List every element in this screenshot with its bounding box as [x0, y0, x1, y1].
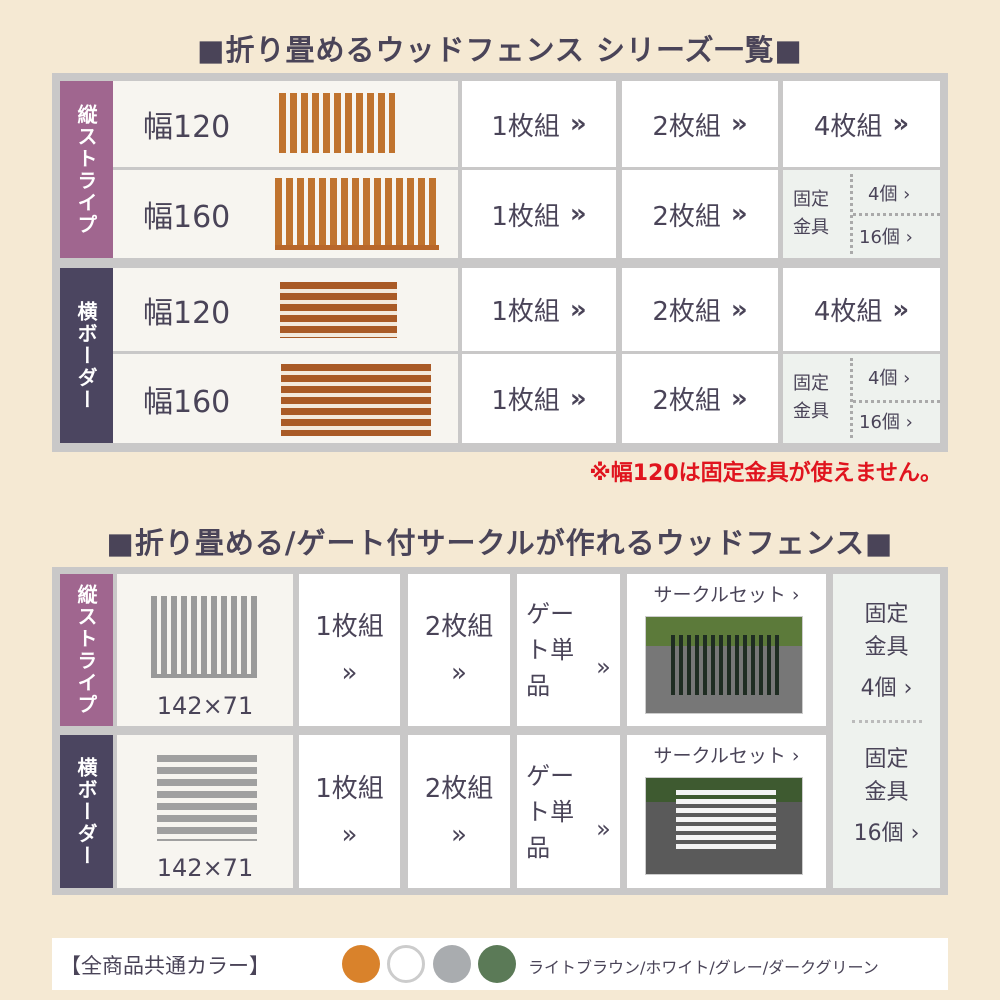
circle-set-photo [645, 616, 803, 714]
link-fixed-4[interactable]: 4個 › [868, 368, 911, 389]
link-2set[interactable]: 2枚組» [622, 268, 778, 351]
chevron-right-icon: » [730, 109, 748, 139]
link-2set[interactable]: 2枚組» [622, 170, 778, 258]
link-fixed-4[interactable]: 4個 › [860, 676, 913, 701]
chevron-right-icon: » [569, 294, 587, 325]
chevron-right-icon: » [569, 383, 587, 414]
link-gate[interactable]: ゲート単品» [517, 735, 620, 888]
fence-image [157, 755, 257, 841]
color-label: 【全商品共通カラー】 [60, 954, 270, 978]
group-label-border: 横ボーダー [60, 268, 113, 443]
link-circle-set[interactable]: サークルセット › [627, 735, 826, 888]
link-2set[interactable]: 2枚組» [622, 81, 778, 167]
fence-image [279, 93, 395, 153]
dimensions: 142×71 [156, 854, 254, 882]
swatch-white [387, 945, 425, 983]
chevron-right-icon: » [730, 199, 748, 229]
chevron-right-icon: » [892, 294, 910, 325]
circle-table: 縦ストライプ 横ボーダー 142×71 142×71 1枚組» 2枚組» ゲート… [52, 567, 948, 895]
link-2set[interactable]: 2枚組» [408, 574, 510, 726]
fixed-bracket-cell: 固定金具 4個 › 16個 › [783, 170, 940, 258]
chevron-right-icon: » [569, 199, 587, 229]
link-4set[interactable]: 4枚組» [783, 268, 940, 351]
row-label-border: 横ボーダー [60, 735, 113, 888]
product-image-stripe: 142×71 [117, 574, 293, 726]
link-fixed-16[interactable]: 16個 › [853, 821, 920, 846]
row-label-stripe: 縦ストライプ [60, 574, 113, 726]
section2-title: ■折り畳める/ゲート付サークルが作れるウッドフェンス■ [106, 526, 894, 560]
color-names: ライトブラウン/ホワイト/グレー/ダークグリーン [528, 958, 879, 977]
link-1set[interactable]: 1枚組» [462, 81, 616, 167]
group-label-stripe: 縦ストライプ [60, 81, 113, 258]
link-1set[interactable]: 1枚組» [299, 574, 400, 726]
size-label: 幅160 [143, 384, 231, 420]
divider [113, 351, 940, 354]
link-1set[interactable]: 1枚組» [299, 735, 400, 888]
link-1set[interactable]: 1枚組» [462, 170, 616, 258]
chevron-right-icon: » [892, 109, 910, 139]
chevron-right-icon: » [730, 383, 748, 414]
product-row-border-160: 幅160 [113, 354, 458, 443]
link-fixed-16[interactable]: 16個 › [859, 227, 913, 248]
chevron-right-icon: » [451, 819, 467, 850]
chevron-right-icon: » [730, 294, 748, 325]
link-1set[interactable]: 1枚組» [462, 268, 616, 351]
link-fixed-4[interactable]: 4個 › [868, 184, 911, 205]
size-label: 幅160 [143, 200, 231, 235]
chevron-right-icon: » [569, 109, 587, 139]
fence-image [151, 596, 257, 678]
fence-image [281, 364, 431, 436]
fence-image [275, 178, 439, 250]
product-row-stripe-160: 幅160 [113, 170, 458, 258]
size-label: 幅120 [143, 110, 231, 145]
swatch-gray [433, 945, 471, 983]
dimensions: 142×71 [156, 692, 254, 720]
section1-title: ■折り畳めるウッドフェンス シリーズ一覧■ [197, 33, 803, 67]
chevron-right-icon: » [341, 658, 358, 688]
series-table: 縦ストライプ 横ボーダー 幅120 1枚組» 2枚組» 4枚組» 幅160 1枚… [52, 73, 948, 452]
chevron-right-icon: » [596, 814, 611, 843]
link-gate[interactable]: ゲート単品» [517, 574, 620, 726]
fixed-bracket-cell: 固定金具 4個 › 固定金具 16個 › [833, 574, 940, 888]
link-2set[interactable]: 2枚組» [622, 354, 778, 443]
divider [113, 167, 940, 170]
product-row-stripe-120: 幅120 [113, 81, 458, 167]
link-fixed-16[interactable]: 16個 › [859, 412, 913, 433]
chevron-right-icon: » [341, 819, 358, 850]
link-circle-set[interactable]: サークルセット › [627, 574, 826, 726]
link-4set[interactable]: 4枚組» [783, 81, 940, 167]
link-2set[interactable]: 2枚組» [408, 735, 510, 888]
swatch-dark-green [478, 945, 516, 983]
size-label: 幅120 [143, 295, 231, 331]
note-text: ※幅120は固定金具が使えません。 [589, 461, 942, 486]
link-1set[interactable]: 1枚組» [462, 354, 616, 443]
fence-image [280, 282, 397, 338]
product-image-border: 142×71 [117, 735, 293, 888]
circle-set-photo [645, 777, 803, 875]
chevron-right-icon: » [451, 658, 467, 688]
chevron-right-icon: » [596, 653, 611, 681]
fixed-bracket-cell: 固定金具 4個 › 16個 › [783, 354, 940, 443]
swatch-light-brown [342, 945, 380, 983]
color-bar: 【全商品共通カラー】 ライトブラウン/ホワイト/グレー/ダークグリーン [52, 938, 948, 990]
product-row-border-120: 幅120 [113, 268, 458, 351]
